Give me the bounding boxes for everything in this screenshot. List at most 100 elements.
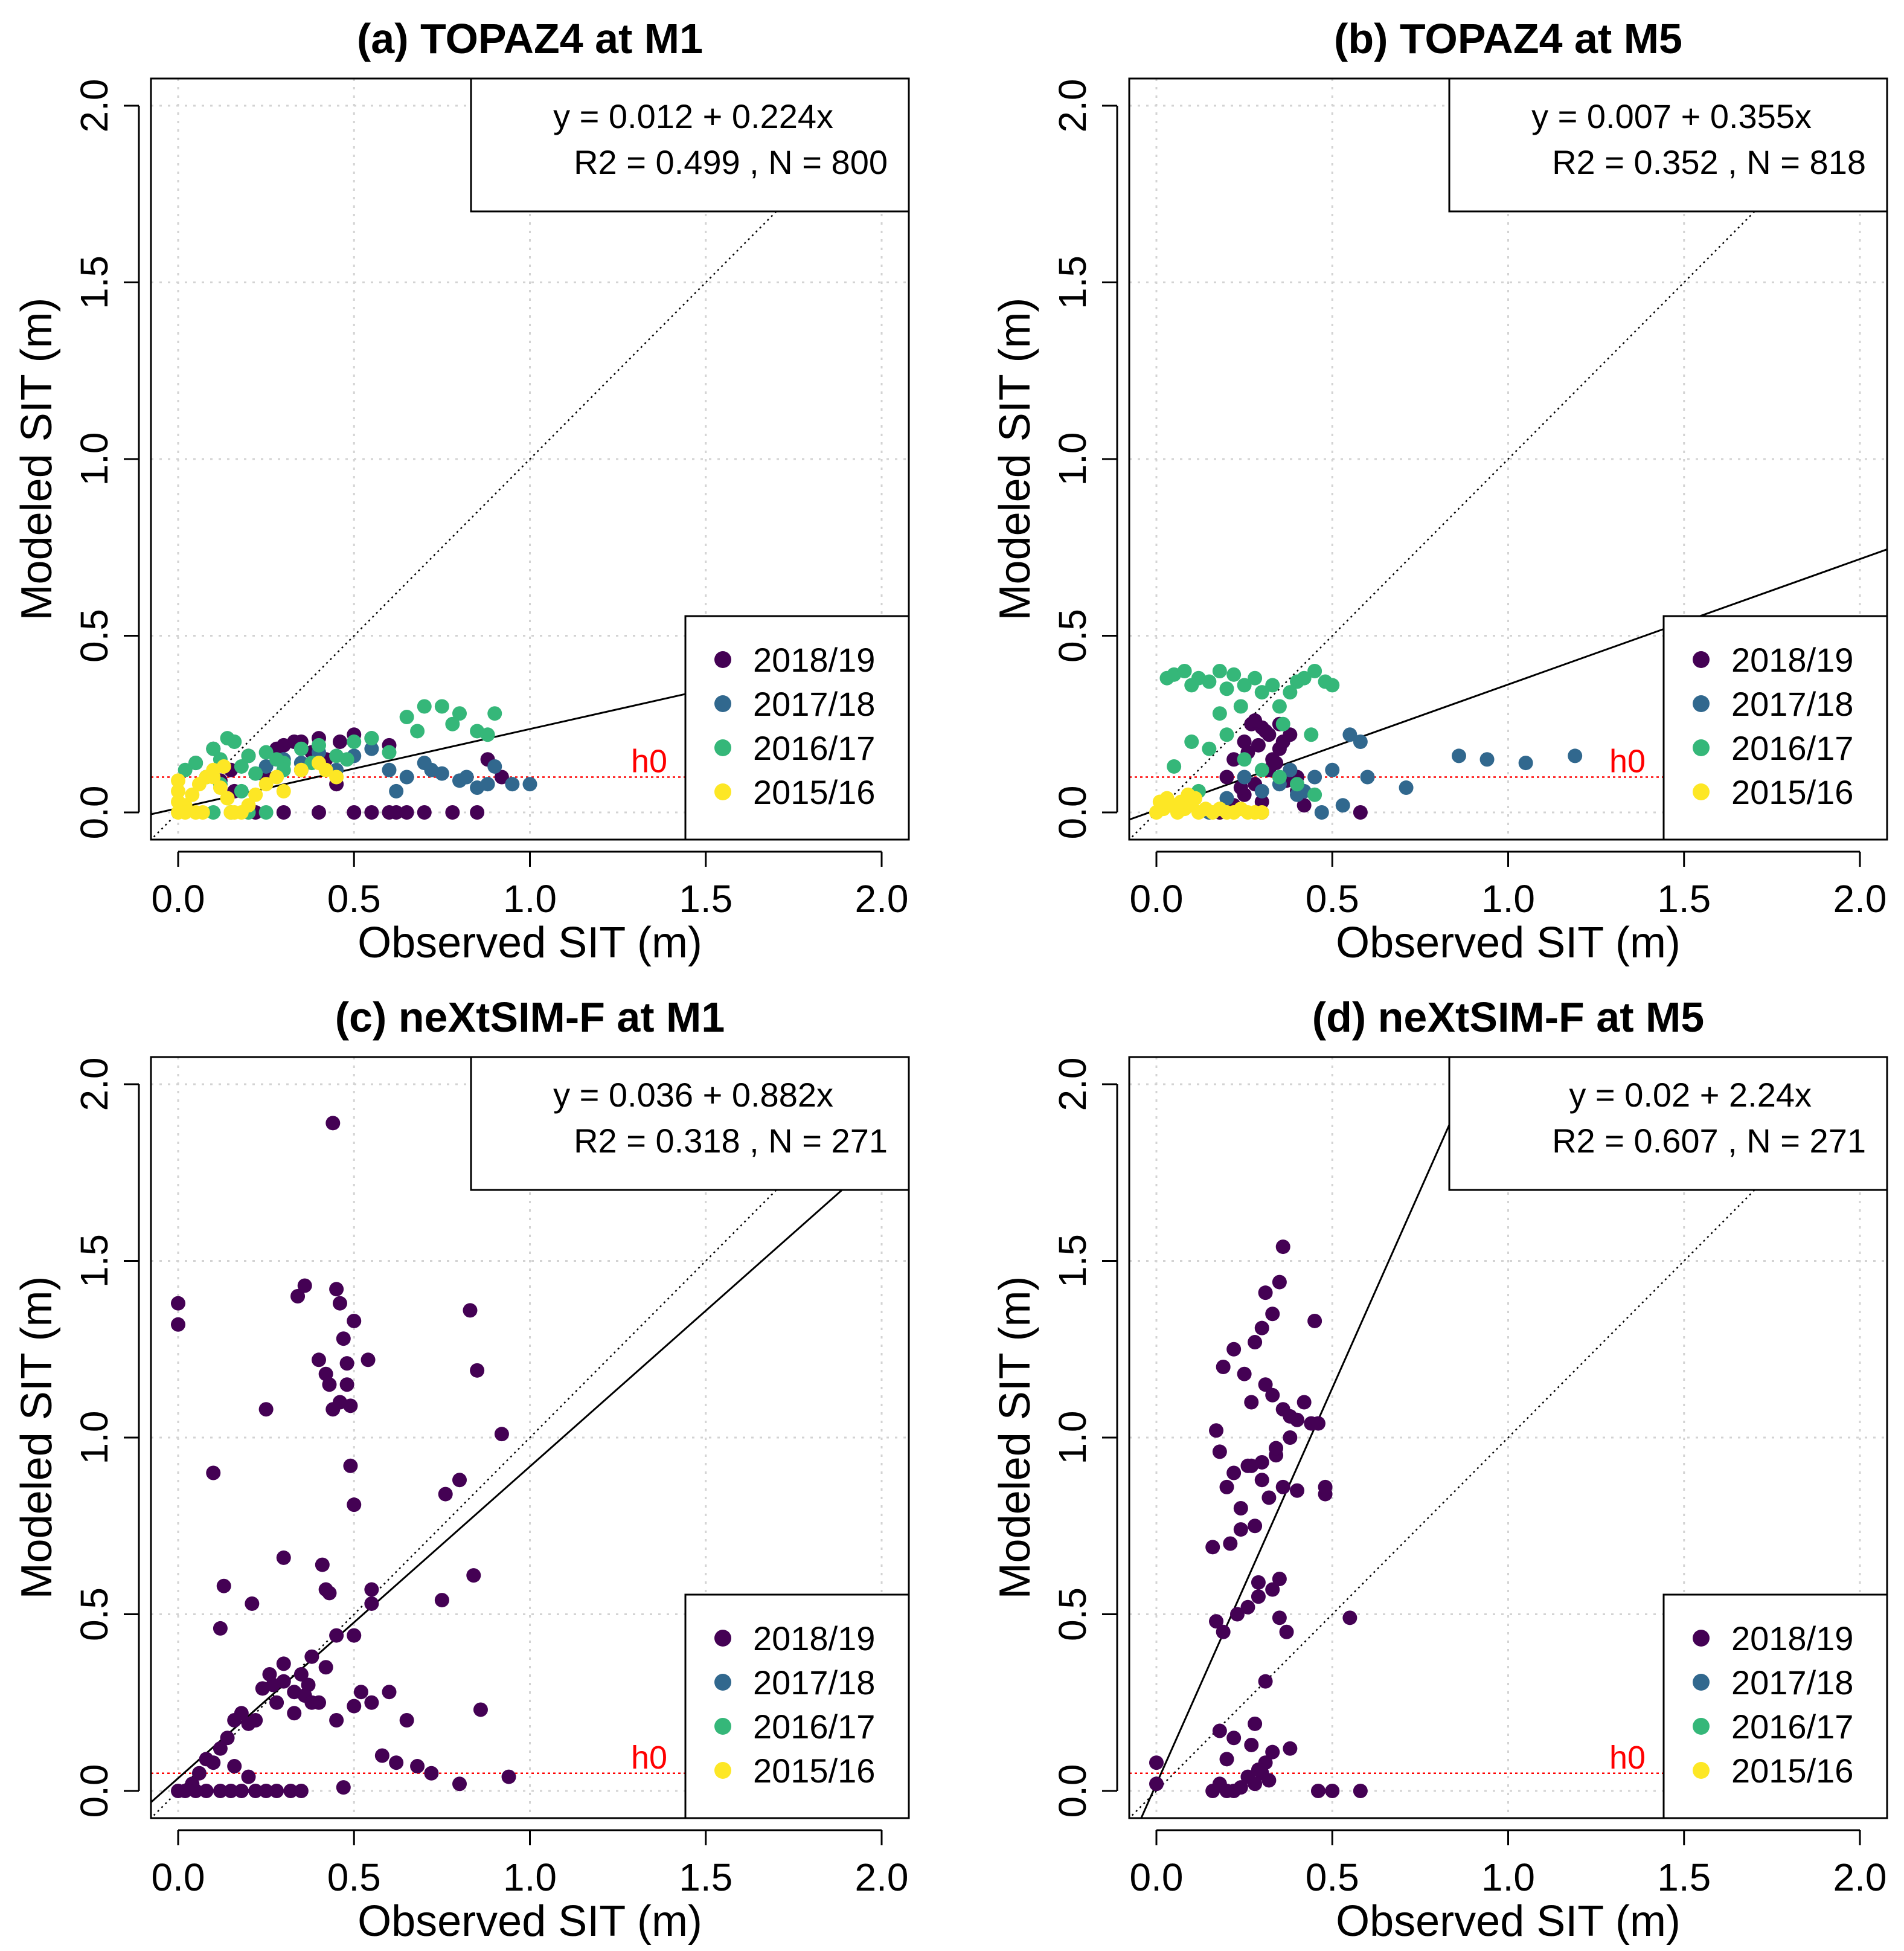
data-point: [206, 741, 221, 756]
legend-marker: [1693, 1674, 1710, 1691]
legend-marker: [1693, 783, 1710, 800]
data-point: [1518, 756, 1533, 771]
data-point: [329, 1282, 344, 1297]
series-2015-16: [171, 756, 344, 820]
data-point: [1265, 1307, 1280, 1322]
data-point: [364, 741, 379, 756]
data-point: [1272, 1274, 1287, 1290]
legend-label: 2015/16: [1731, 1752, 1853, 1790]
data-point: [188, 756, 204, 771]
regression-equation: y = 0.012 + 0.224x: [553, 97, 833, 135]
data-point: [1233, 1780, 1248, 1795]
data-point: [1205, 1784, 1220, 1798]
y-axis: 0.0 0.5 1.0 1.5 2.0 Modeled SIT (m): [13, 79, 140, 840]
data-point: [276, 1550, 291, 1565]
legend-label: 2017/18: [1731, 1663, 1853, 1702]
regression-line: [1140, 1057, 1481, 1818]
x-tick-label: 0.5: [327, 877, 381, 921]
data-point: [470, 805, 485, 820]
data-point: [1297, 1395, 1312, 1410]
data-point: [276, 1656, 291, 1671]
data-point: [241, 748, 256, 763]
y-tick-label: 1.0: [72, 1411, 116, 1465]
data-point: [1233, 1501, 1248, 1515]
series-2016-17: [178, 699, 502, 820]
regression-equation: y = 0.036 + 0.882x: [553, 1076, 833, 1114]
data-point: [1275, 1479, 1290, 1494]
data-point: [234, 1784, 249, 1798]
data-point: [438, 1487, 453, 1502]
panel-3: (c) neXtSIM-F at M1 y = 0.036 + 0.882x R2 …: [13, 994, 910, 1946]
h0-label: h0: [1609, 744, 1646, 780]
x-tick-label: 1.0: [1481, 877, 1535, 921]
series-2018-19: [1149, 1239, 1368, 1798]
data-point: [329, 770, 344, 785]
data-point: [336, 1331, 351, 1346]
data-point: [220, 1731, 235, 1746]
data-point: [199, 1752, 214, 1767]
data-point: [1261, 1773, 1277, 1788]
y-tick-label: 2.0: [72, 79, 116, 133]
legend-label: 2015/16: [753, 773, 875, 811]
data-point: [522, 777, 537, 792]
legend-marker: [714, 1762, 731, 1779]
x-axis-title: Observed SIT (m): [1336, 919, 1681, 967]
y-tick-label: 2.0: [1051, 1058, 1094, 1111]
legend-marker: [1693, 739, 1710, 756]
data-point: [1248, 1519, 1263, 1534]
data-point: [1258, 1674, 1273, 1689]
data-point: [463, 1303, 478, 1318]
data-point: [1258, 1285, 1273, 1300]
data-point: [213, 780, 228, 796]
data-point: [410, 1759, 425, 1774]
data-point: [382, 762, 397, 777]
legend-label: 2018/19: [1731, 1619, 1853, 1657]
y-axis-title: Modeled SIT (m): [13, 1276, 61, 1599]
y-tick-label: 0.0: [1051, 786, 1094, 840]
data-point: [424, 762, 439, 777]
data-point: [283, 1784, 298, 1798]
data-point: [234, 759, 249, 774]
y-tick-label: 0.0: [72, 786, 116, 840]
regression-equation: y = 0.007 + 0.355x: [1531, 97, 1812, 135]
y-tick-label: 2.0: [1051, 79, 1094, 133]
legend-marker: [1693, 1718, 1710, 1735]
data-point: [399, 805, 414, 820]
data-point: [1254, 783, 1269, 799]
panel-2: (b) TOPAZ4 at M5 y = 0.007 + 0.355x R2 = 0…: [991, 15, 1888, 967]
plot-area: [1129, 79, 1887, 840]
data-point: [304, 1695, 319, 1710]
equation-box: [1448, 1056, 1888, 1191]
legend-label: 2018/19: [753, 641, 875, 679]
data-point: [1205, 1540, 1220, 1555]
data-point: [241, 1716, 256, 1731]
data-point: [258, 805, 274, 820]
y-tick-label: 0.5: [1051, 1587, 1094, 1641]
data-point: [1314, 805, 1329, 820]
data-point: [178, 805, 193, 820]
data-point: [1216, 1624, 1231, 1639]
data-point: [188, 1784, 204, 1798]
x-tick-label: 2.0: [1833, 877, 1887, 921]
legend-label: 2016/17: [1731, 1708, 1853, 1746]
data-point: [1265, 678, 1280, 693]
data-point: [452, 706, 467, 721]
data-point: [445, 805, 460, 820]
data-point: [1258, 724, 1273, 739]
y-axis-title: Modeled SIT (m): [13, 298, 61, 621]
plot-frame: [1128, 1056, 1888, 1819]
x-tick-label: 0.5: [327, 1856, 381, 1899]
panel-4: (d) neXtSIM-F at M5 y = 0.02 + 2.24x R2 = …: [991, 994, 1888, 1946]
x-tick-label: 2.0: [855, 877, 909, 921]
data-point: [1353, 734, 1368, 749]
legend-marker: [1693, 695, 1710, 712]
legend-marker: [1693, 1630, 1710, 1647]
legend-marker: [714, 1718, 731, 1735]
data-point: [1318, 1479, 1333, 1494]
data-point: [1216, 1360, 1231, 1374]
data-point: [389, 783, 404, 799]
data-point: [473, 1702, 488, 1717]
y-tick-label: 1.0: [1051, 1411, 1094, 1465]
legend-label: 2016/17: [1731, 729, 1853, 767]
data-point: [234, 783, 249, 799]
